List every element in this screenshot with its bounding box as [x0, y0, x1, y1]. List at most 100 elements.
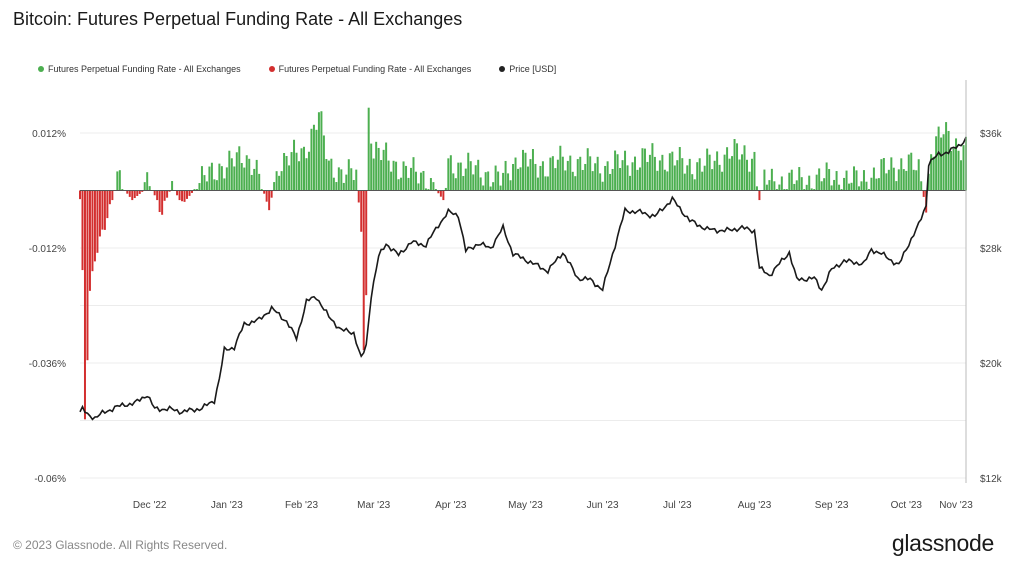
x-tick-label: Feb '23	[285, 500, 318, 511]
funding-bar-positive	[320, 111, 323, 191]
legend-item-funding-negative[interactable]: Futures Perpetual Funding Rate - All Exc…	[268, 64, 471, 74]
funding-bar-positive	[407, 177, 410, 191]
funding-bar-positive	[198, 183, 201, 191]
funding-bar-positive	[718, 164, 721, 191]
funding-bar-positive	[556, 159, 559, 191]
funding-bar-positive	[559, 145, 562, 191]
funding-bar-negative	[138, 190, 141, 194]
legend-dot-red	[268, 66, 275, 72]
funding-bar-positive	[536, 177, 539, 191]
funding-bar-positive	[733, 139, 736, 191]
funding-bar-positive	[417, 183, 420, 191]
left-tick-label: -0.036%	[29, 359, 66, 370]
funding-bar-positive	[367, 107, 370, 191]
funding-bar-positive	[412, 157, 415, 191]
funding-bar-positive	[930, 154, 933, 191]
funding-bar-positive	[243, 167, 246, 191]
funding-bar-positive	[591, 171, 594, 191]
funding-bar-negative	[106, 190, 109, 219]
funding-bar-positive	[499, 185, 502, 191]
funding-bar-positive	[205, 181, 208, 191]
funding-bar-positive	[484, 172, 487, 191]
funding-bar-positive	[195, 189, 198, 191]
funding-bar-positive	[599, 173, 602, 191]
funding-bar-positive	[315, 129, 318, 191]
funding-bar-positive	[848, 183, 851, 191]
funding-bar-positive	[643, 148, 646, 191]
funding-bar-positive	[621, 160, 624, 191]
funding-bar-negative	[357, 190, 360, 203]
funding-bar-positive	[818, 168, 821, 191]
funding-bar-positive	[668, 153, 671, 191]
funding-bar-positive	[877, 178, 880, 191]
funding-bar-positive	[494, 165, 497, 191]
funding-bar-positive	[865, 181, 868, 191]
funding-bar-negative	[126, 190, 129, 194]
funding-bar-positive	[636, 169, 639, 191]
funding-bar-positive	[711, 169, 714, 191]
left-tick-label: -0.06%	[34, 474, 66, 485]
funding-bar-positive	[546, 176, 549, 191]
funding-bar-positive	[504, 160, 507, 191]
funding-bar-positive	[845, 170, 848, 191]
funding-bar-positive	[653, 156, 656, 191]
funding-bar-positive	[611, 168, 614, 191]
chart-legend: Futures Perpetual Funding Rate - All Exc…	[38, 64, 556, 74]
funding-bar-positive	[340, 169, 343, 191]
funding-bar-positive	[698, 158, 701, 191]
funding-bar-positive	[337, 167, 340, 191]
funding-bar-positive	[285, 156, 288, 191]
funding-bar-positive	[283, 153, 286, 191]
funding-bar-positive	[793, 183, 796, 191]
funding-bar-positive	[507, 173, 510, 191]
left-tick-label: -0.012%	[29, 244, 66, 255]
funding-bar-positive	[676, 160, 679, 191]
funding-bar-negative	[176, 190, 179, 196]
funding-bar-positive	[325, 159, 328, 191]
funding-bar-positive	[584, 163, 587, 191]
funding-bar-positive	[427, 189, 430, 191]
x-tick-label: Aug '23	[738, 500, 772, 511]
funding-bar-negative	[88, 190, 91, 291]
funding-bar-positive	[519, 167, 522, 191]
funding-bar-negative	[168, 190, 171, 192]
funding-bar-negative	[158, 190, 161, 213]
funding-bar-positive	[479, 177, 482, 191]
funding-bar-positive	[738, 159, 741, 191]
funding-bar-positive	[350, 168, 353, 191]
x-tick-label: Mar '23	[357, 500, 390, 511]
funding-bar-positive	[857, 186, 860, 191]
funding-bar-positive	[773, 181, 776, 191]
funding-bar-positive	[278, 175, 281, 191]
funding-bar-positive	[902, 169, 905, 191]
funding-bar-positive	[651, 143, 654, 191]
funding-bar-negative	[922, 190, 925, 197]
funding-bar-negative	[265, 190, 268, 202]
funding-bar-positive	[716, 151, 719, 191]
funding-bar-positive	[574, 176, 577, 191]
x-tick-label: Dec '22	[133, 500, 167, 511]
legend-item-price[interactable]: Price [USD]	[499, 64, 556, 74]
funding-bar-positive	[171, 181, 174, 191]
funding-bar-positive	[805, 184, 808, 191]
funding-bar-negative	[181, 190, 184, 202]
funding-bar-positive	[897, 169, 900, 191]
funding-bar-negative	[96, 190, 99, 253]
funding-bar-positive	[638, 167, 641, 191]
funding-bar-negative	[81, 190, 84, 271]
funding-bar-positive	[522, 149, 524, 191]
funding-bar-positive	[258, 173, 261, 191]
x-tick-label: May '23	[508, 500, 543, 511]
funding-bar-positive	[434, 189, 437, 191]
funding-bar-positive	[790, 169, 793, 191]
legend-item-funding-positive[interactable]: Futures Perpetual Funding Rate - All Exc…	[38, 64, 241, 74]
funding-bar-positive	[273, 182, 276, 191]
funding-bars	[79, 107, 967, 420]
funding-bar-positive	[395, 161, 398, 191]
funding-bar-positive	[561, 156, 564, 191]
funding-bar-positive	[778, 184, 781, 191]
funding-bar-positive	[962, 145, 965, 191]
funding-bar-positive	[529, 159, 532, 191]
funding-bar-positive	[235, 152, 238, 191]
funding-bar-positive	[248, 158, 251, 191]
